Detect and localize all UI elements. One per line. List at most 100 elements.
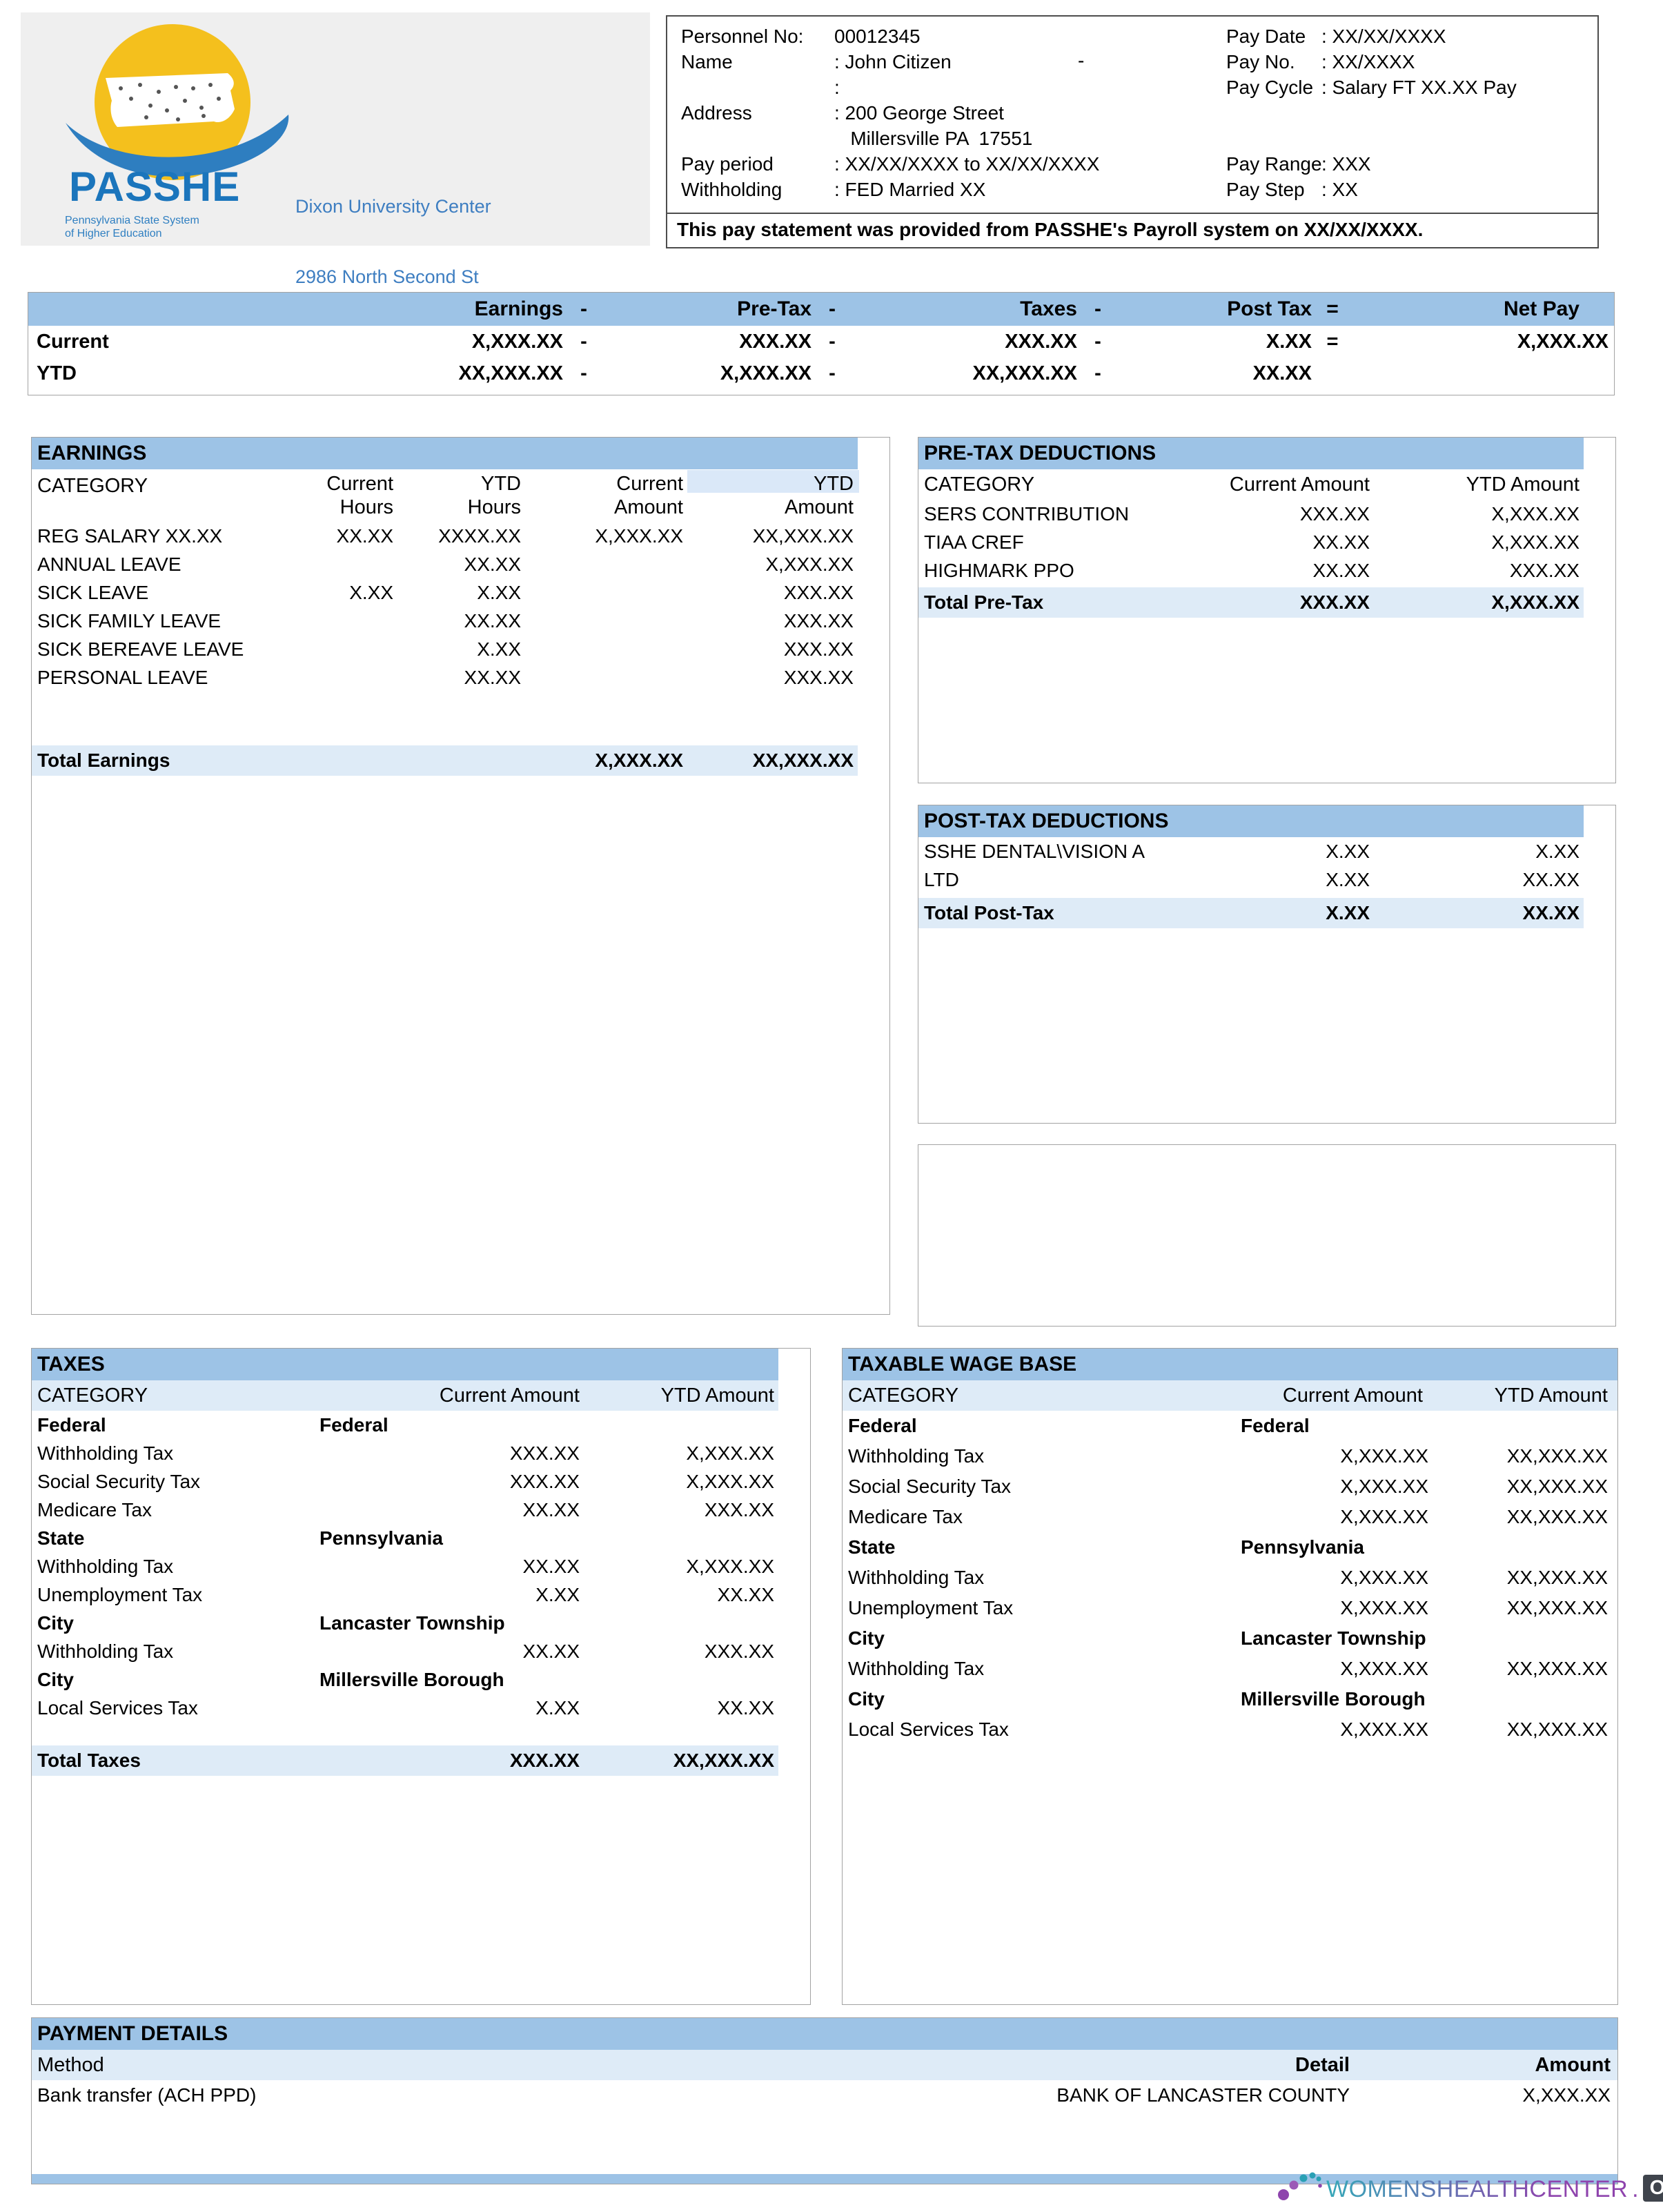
earnings-current-amount-cell: [525, 663, 687, 692]
earnings-ytd-hours-cell: XXXX.XX: [438, 525, 521, 547]
info-row-label: [1226, 100, 1321, 126]
info-row-label: Address: [681, 102, 752, 124]
info-row: Pay No. : XX/XXXX: [1226, 49, 1597, 75]
earnings-col-current-amount: Current Amount: [614, 473, 683, 518]
tax-item-label: Unemployment Tax: [37, 1584, 203, 1605]
wagebase-jurisdiction-name: [1239, 1593, 1241, 1623]
wagebase-jurisdiction-name: [1239, 1441, 1241, 1471]
summary-op-minus: -: [1094, 331, 1101, 353]
pretax-total-row: Total Pre-Tax XXX.XX X,XXX.XX: [918, 587, 1584, 618]
earnings-current-hours-cell: [322, 550, 397, 578]
taxable-wage-base-section: TAXABLE WAGE BASE CATEGORY Current Amoun…: [842, 1348, 1618, 2005]
wagebase-row: Social Security Tax X,XXX.XX XX,XXX.XX: [843, 1471, 1617, 1502]
wagebase-jurisdiction-name: [1239, 1502, 1241, 1532]
earnings-current-hours-cell: [322, 607, 397, 635]
payroll-system-statement: This pay statement was provided from PAS…: [667, 213, 1597, 247]
info-row-label: Pay Range: [1226, 153, 1322, 175]
wagebase-row: Withholding Tax X,XXX.XX XX,XXX.XX: [843, 1441, 1617, 1471]
passhe-logo-icon: [66, 24, 289, 180]
taxes-total-ytd: XX,XXX.XX: [673, 1750, 774, 1771]
wagebase-middle-cell: Lancaster Township: [1239, 1623, 1433, 1654]
center-street: 2986 North Second St: [295, 266, 479, 287]
wagebase-item-label: Unemployment Tax: [848, 1597, 1014, 1618]
earnings-current-amount-cell: [525, 578, 687, 607]
info-row-label: [681, 126, 834, 151]
earnings-category-cell: PERSONAL LEAVE: [37, 667, 208, 688]
posttax-total-label: Total Post-Tax: [924, 902, 1054, 923]
payment-row: Bank transfer (ACH PPD) BANK OF LANCASTE…: [32, 2080, 1617, 2111]
tax-row: City Lancaster Township: [32, 1609, 778, 1637]
pretax-ytd-amount-cell: XXX.XX: [1509, 560, 1580, 581]
tax-ytd-amount-cell: X,XXX.XX: [686, 1471, 774, 1492]
earnings-section: EARNINGS CATEGORY Current Hours YTD Hour…: [31, 437, 890, 1315]
tax-category-cell: City: [32, 1609, 318, 1637]
info-row-label: Pay Step: [1226, 179, 1305, 200]
wagebase-ytd-amount-cell: [1433, 1623, 1617, 1654]
summary-op-equals: =: [1326, 297, 1339, 320]
wagebase-row: State Pennsylvania: [843, 1532, 1617, 1563]
wagebase-middle-cell: X,XXX.XX: [1239, 1441, 1433, 1471]
pretax-column-headers: CATEGORY Current Amount YTD Amount: [918, 469, 1584, 500]
wagebase-middle-cell: X,XXX.XX: [1239, 1471, 1433, 1502]
info-row: Name : John Citizen: [681, 49, 1226, 75]
tax-category-cell: Withholding Tax: [32, 1552, 318, 1580]
info-row-label: Pay period: [681, 153, 774, 175]
wagebase-row: City Lancaster Township: [843, 1623, 1617, 1654]
pretax-title: PRE-TAX DEDUCTIONS: [918, 438, 1584, 469]
tax-group-label: City: [37, 1612, 74, 1634]
wagebase-col-ytd-amount: YTD Amount: [1494, 1384, 1608, 1407]
tax-row: Medicare Tax XX.XX XXX.XX: [32, 1496, 778, 1524]
wagebase-current-amount-cell: X,XXX.XX: [1340, 1719, 1428, 1740]
info-row-value: : Salary FT XX.XX Pay: [1321, 77, 1517, 98]
taxes-total-label: Total Taxes: [37, 1750, 141, 1771]
payment-detail-cell: BANK OF LANCASTER COUNTY: [1056, 2084, 1350, 2106]
earnings-current-amount-cell: [525, 635, 687, 663]
summary-op-minus: -: [1094, 297, 1101, 320]
wagebase-category-cell: Withholding Tax: [843, 1563, 1239, 1593]
info-row-label: Name: [681, 51, 733, 72]
earnings-col-current-hours: Current Hours: [326, 473, 393, 518]
pretax-ytd-amount-cell: X,XXX.XX: [1491, 503, 1580, 525]
tax-middle-cell: XX.XX: [318, 1637, 584, 1665]
wagebase-jurisdiction-name: Lancaster Township: [1241, 1627, 1426, 1649]
earnings-row: SICK LEAVE X.XX X.XX XXX.XX: [32, 578, 858, 607]
wagebase-row: Withholding Tax X,XXX.XX XX,XXX.XX: [843, 1654, 1617, 1684]
pretax-row: SERS CONTRIBUTION XXX.XX X,XXX.XX: [918, 500, 1584, 528]
earnings-col-category: CATEGORY: [37, 475, 148, 497]
tax-category-cell: Withholding Tax: [32, 1439, 318, 1467]
wagebase-ytd-amount-cell: XX,XXX.XX: [1506, 1506, 1608, 1527]
wagebase-jurisdiction-name: [1239, 1654, 1241, 1684]
posttax-title: POST-TAX DEDUCTIONS: [918, 805, 1584, 837]
tax-row: Withholding Tax XXX.XX X,XXX.XX: [32, 1439, 778, 1467]
pretax-total-label: Total Pre-Tax: [924, 591, 1044, 613]
wagebase-row: Local Services Tax X,XXX.XX XX,XXX.XX: [843, 1714, 1617, 1745]
tax-ytd-amount-cell: XXX.XX: [704, 1499, 774, 1520]
tax-item-label: Withholding Tax: [37, 1442, 174, 1464]
wagebase-category-cell: Unemployment Tax: [843, 1593, 1239, 1623]
tax-jurisdiction-name: [318, 1694, 319, 1722]
summary-ytd-netpay: [1353, 358, 1614, 389]
tax-jurisdiction-name: Federal: [319, 1414, 388, 1436]
earnings-current-hours-cell: [322, 663, 397, 692]
footer-brand-logo[interactable]: WOMENSHEALTHCENTER . ORG: [1277, 2152, 1663, 2203]
tax-current-amount-cell: XX.XX: [522, 1641, 580, 1662]
wagebase-category-cell: Social Security Tax: [843, 1471, 1239, 1502]
wagebase-current-amount-cell: X,XXX.XX: [1340, 1597, 1428, 1618]
earnings-ytd-amount-cell: XXX.XX: [783, 667, 854, 688]
wagebase-item-label: Withholding Tax: [848, 1658, 985, 1679]
earnings-total-label: Total Earnings: [37, 750, 170, 771]
wagebase-jurisdiction-name: [1239, 1471, 1241, 1502]
passhe-tagline-line2: of Higher Education: [65, 228, 162, 239]
earnings-rows: REG SALARY XX.XX XX.XX XXXX.XX X,XXX.XX …: [32, 522, 858, 692]
summary-current-pretax: XXX.XX: [739, 331, 811, 353]
tax-item-label: Local Services Tax: [37, 1697, 198, 1719]
tax-row: Local Services Tax X.XX XX.XX: [32, 1694, 778, 1722]
taxes-total-current: XXX.XX: [509, 1750, 580, 1771]
tax-jurisdiction-name: [318, 1637, 319, 1665]
wagebase-row: Withholding Tax X,XXX.XX XX,XXX.XX: [843, 1563, 1617, 1593]
info-row: [1226, 126, 1597, 151]
pretax-current-amount-cell: XX.XX: [1312, 531, 1370, 553]
tax-middle-cell: Millersville Borough: [318, 1665, 584, 1694]
info-row-value: : XX/XX/XXXX: [1321, 26, 1446, 47]
earnings-ytd-amount-cell: X,XXX.XX: [765, 554, 854, 575]
